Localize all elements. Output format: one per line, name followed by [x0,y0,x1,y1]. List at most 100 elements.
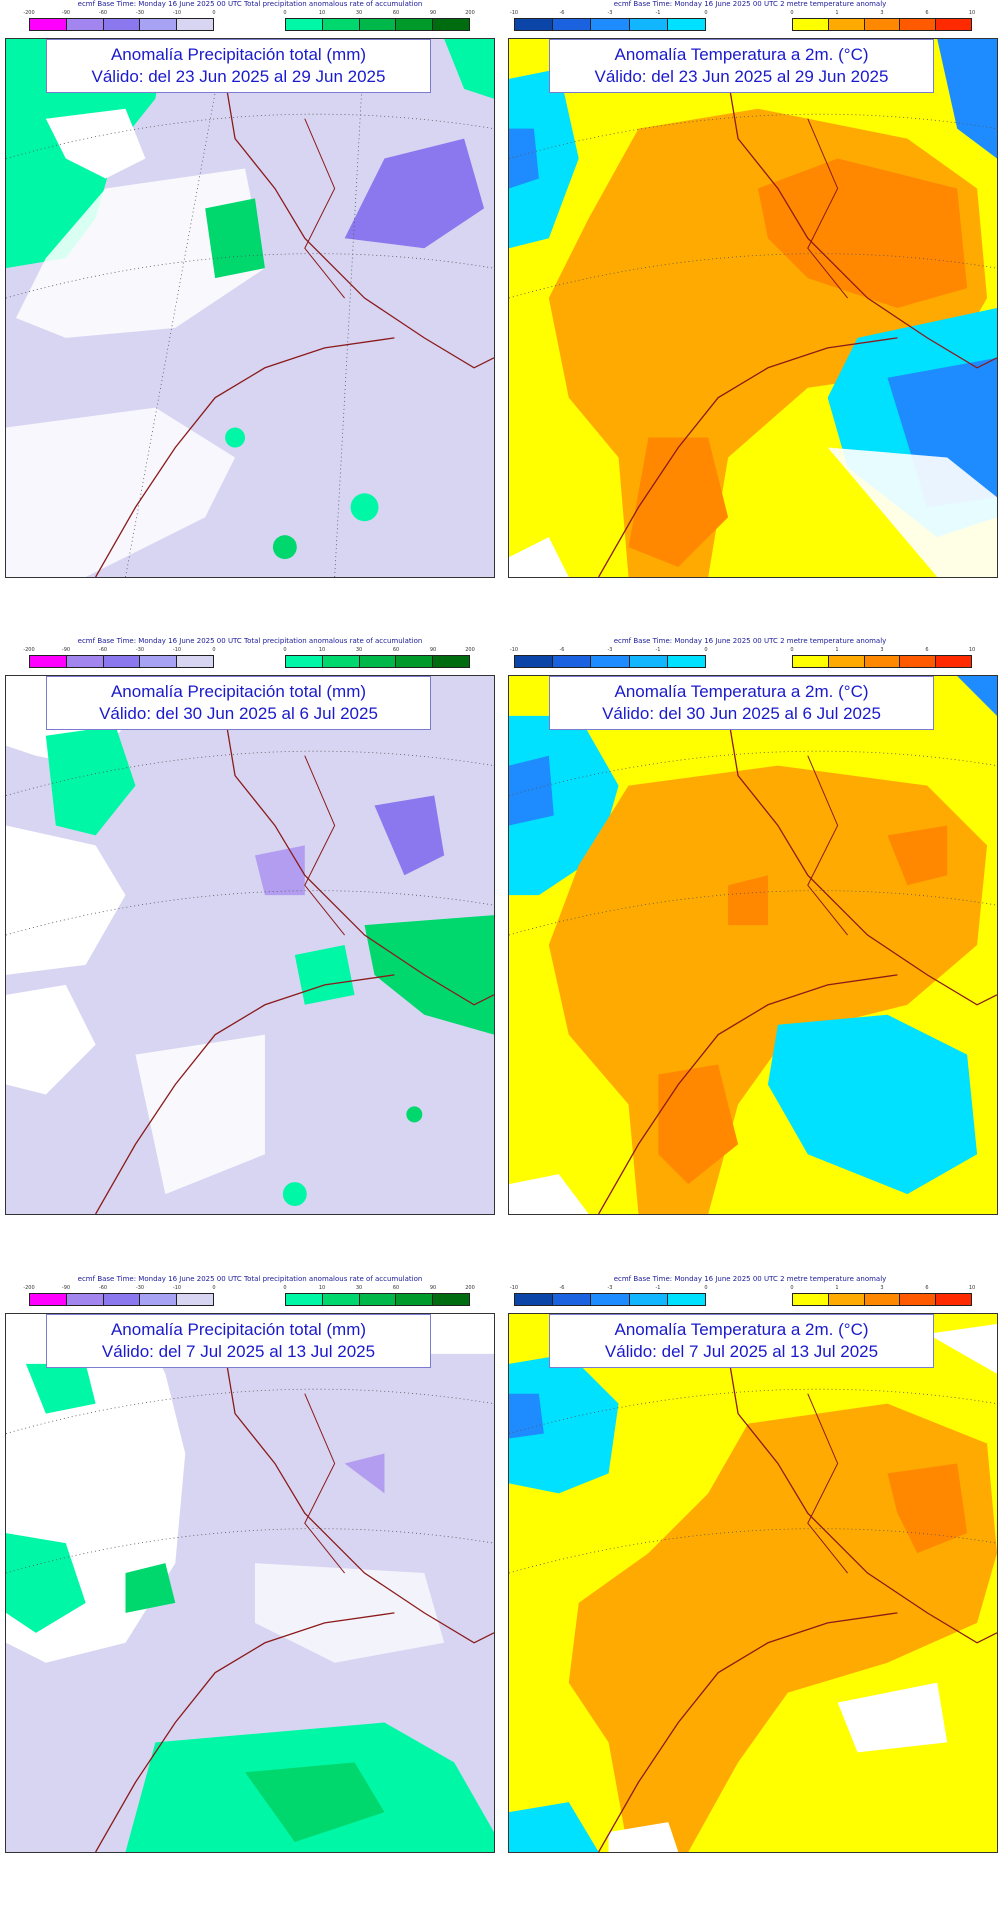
tick-label: -1 [655,1285,661,1291]
tick-label: -60 [98,1285,108,1291]
tick-label: 200 [465,1285,475,1291]
map-title: Anomalía Precipitación total (mm) Válido… [46,1314,431,1368]
tick-label: 0 [704,1285,708,1291]
map-title-variable: Anomalía Temperatura a 2m. (°C) [614,1320,869,1339]
precip-colorbar-positive: 0 10 30 60 90 200 [283,647,475,669]
map-title: Anomalía Temperatura a 2m. (°C) Válido: … [549,39,934,93]
tick-label: 0 [790,10,794,16]
precip-header: ecmf Base Time: Monday 16 June 2025 00 U… [77,0,423,8]
tick-label: -1 [655,647,661,653]
tick-label: 10 [318,647,326,653]
tick-label: 30 [355,647,363,653]
tick-label: -200 [23,647,35,653]
map-graphic [509,1314,997,1852]
tick-label: -30 [135,647,145,653]
map-title-variable: Anomalía Precipitación total (mm) [110,1320,367,1339]
tick-label: 3 [880,10,884,16]
tick-label: 30 [355,1285,363,1291]
precip-panel-3: ecmf Base Time: Monday 16 June 2025 00 U… [0,1275,500,1855]
map-title-variable: Anomalía Precipitación total (mm) [110,682,367,701]
tick-label: -30 [135,1285,145,1291]
tick-label: -90 [61,10,71,16]
tick-label: 6 [925,1285,929,1291]
precip-colorbar-positive: 0 10 30 60 90 200 [283,1285,475,1307]
tick-label: -3 [607,647,613,653]
tick-label: 0 [283,10,287,16]
map-graphic [509,676,997,1214]
temp-anomaly-map: Anomalía Temperatura a 2m. (°C) Válido: … [508,675,998,1215]
temp-colorbar-positive: 0 1 3 6 10 [790,10,975,32]
map-title: Anomalía Temperatura a 2m. (°C) Válido: … [549,1314,934,1368]
tick-label: -90 [61,1285,71,1291]
tick-label: 0 [790,647,794,653]
tick-label: -3 [607,10,613,16]
tick-label: 3 [880,1285,884,1291]
tick-label: -3 [607,1285,613,1291]
map-graphic [509,39,997,577]
tick-label: -10 [509,647,519,653]
tick-label: 200 [465,647,475,653]
tick-label: -30 [135,10,145,16]
tick-label: 0 [283,1285,287,1291]
temp-anomaly-map: Anomalía Temperatura a 2m. (°C) Válido: … [508,1313,998,1853]
tick-label: -10 [172,1285,182,1291]
tick-label: 1 [835,647,839,653]
temp-colorbar-positive: 0 1 3 6 10 [790,1285,976,1307]
tick-label: -10 [509,1285,519,1291]
map-title-variable: Anomalía Precipitación total (mm) [110,45,367,64]
tick-label: 60 [392,1285,400,1291]
map-title-valid-dates: Válido: del 23 Jun 2025 al 29 Jun 2025 [91,67,386,86]
tick-label: 0 [704,10,708,16]
tick-label: -200 [23,10,35,16]
map-title-variable: Anomalía Temperatura a 2m. (°C) [614,682,869,701]
precip-anomaly-map: Anomalía Precipitación total (mm) Válido… [5,38,495,578]
temp-panel-1: ecmf Base Time: Monday 16 June 2025 00 U… [500,0,1000,580]
map-title-valid-dates: Válido: del 7 Jul 2025 al 13 Jul 2025 [604,1342,879,1361]
tick-label: -60 [98,10,108,16]
precip-colorbar-negative: -200 -90 -60 -30 -10 0 [23,10,216,32]
tick-label: 60 [392,10,400,16]
map-title-valid-dates: Válido: del 30 Jun 2025 al 6 Jul 2025 [99,704,378,723]
tick-label: 10 [318,1285,326,1291]
map-title: Anomalía Precipitación total (mm) Válido… [46,676,431,730]
temp-anomaly-map: Anomalía Temperatura a 2m. (°C) Válido: … [508,38,998,578]
map-title-valid-dates: Válido: del 23 Jun 2025 al 29 Jun 2025 [594,67,889,86]
tick-label: -6 [559,10,565,16]
map-graphic [6,1314,494,1852]
tick-label: 30 [355,10,363,16]
tick-label: 10 [318,10,326,16]
map-title-valid-dates: Válido: del 7 Jul 2025 al 13 Jul 2025 [101,1342,376,1361]
map-graphic [6,39,494,577]
temp-header: ecmf Base Time: Monday 16 June 2025 00 U… [613,0,887,8]
tick-label: 1 [835,10,839,16]
temp-header: ecmf Base Time: Monday 16 June 2025 00 U… [613,637,887,645]
temp-header: ecmf Base Time: Monday 16 June 2025 00 U… [613,1275,887,1283]
tick-label: -90 [61,647,71,653]
tick-label: -6 [559,647,565,653]
tick-label: 90 [429,647,437,653]
tick-label: 0 [283,647,287,653]
tick-label: 3 [880,647,884,653]
precip-anomaly-map: Anomalía Precipitación total (mm) Válido… [5,675,495,1215]
tick-label: -10 [509,10,519,16]
map-graphic [6,676,494,1214]
tick-label: -6 [559,1285,565,1291]
tick-label: 6 [925,647,929,653]
tick-label: 90 [429,1285,437,1291]
tick-label: 0 [212,647,216,653]
tick-label: 0 [790,1285,794,1291]
tick-label: -10 [172,647,182,653]
precip-panel-1: ecmf Base Time: Monday 16 June 2025 00 U… [0,0,500,580]
precip-anomaly-map: Anomalía Precipitación total (mm) Válido… [5,1313,495,1853]
precip-panel-2: ecmf Base Time: Monday 16 June 2025 00 U… [0,637,500,1217]
precip-header: ecmf Base Time: Monday 16 June 2025 00 U… [77,637,423,645]
tick-label: 10 [968,1285,976,1291]
precip-colorbar-positive: 0 10 30 60 90 200 [283,10,475,32]
temp-colorbar-negative: -10 -6 -3 -1 0 [510,10,708,32]
tick-label: 0 [212,1285,216,1291]
precip-colorbar-negative: -200 -90 -60 -30 -10 0 [23,1285,216,1307]
temp-panel-2: ecmf Base Time: Monday 16 June 2025 00 U… [500,637,1000,1217]
precip-header: ecmf Base Time: Monday 16 June 2025 00 U… [77,1275,423,1283]
tick-label: 6 [925,10,929,16]
map-title-variable: Anomalía Temperatura a 2m. (°C) [614,45,869,64]
